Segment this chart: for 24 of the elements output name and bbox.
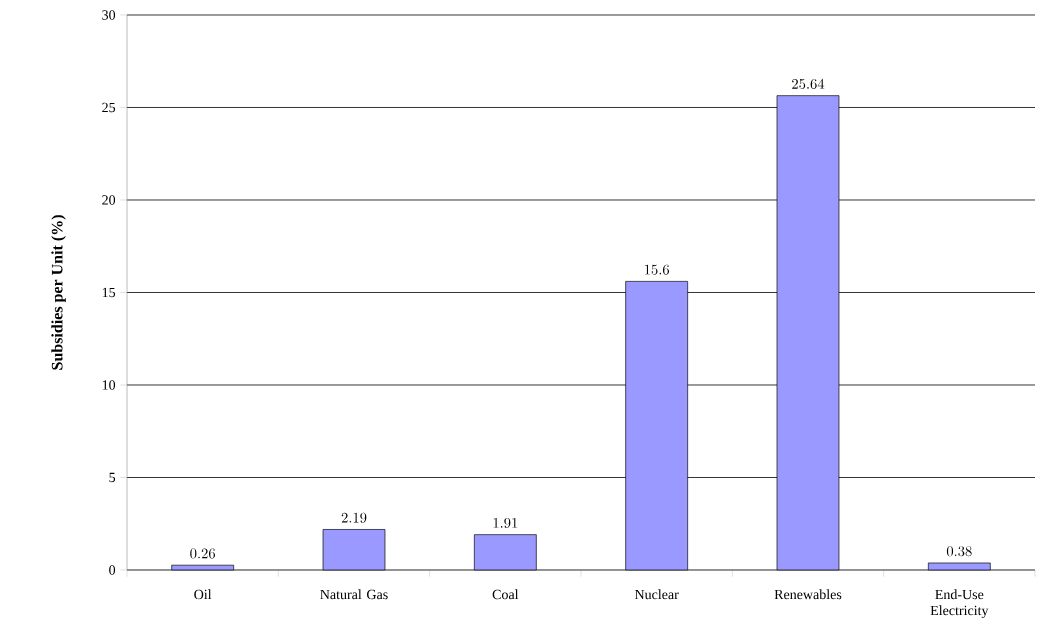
data-label: 1 .91 [493, 517, 518, 528]
y-tick-label: 20 [102, 195, 116, 205]
data-label: 0.38 [946, 546, 972, 557]
data-label: 0.26 [190, 548, 216, 559]
x-tick-label: End-Use Electricity [930, 589, 989, 619]
x-tick-label: Renewables [774, 589, 842, 600]
x-tick-label: Oil [194, 589, 212, 600]
x-tick-label: Nuclear [634, 589, 679, 600]
data-label: 2. 19 [341, 512, 367, 523]
data-label: 25.64 [792, 78, 825, 89]
bar [927, 562, 991, 571]
x-tick-label: Natural Gas [320, 589, 388, 600]
y-tick-label: 30 [102, 10, 116, 20]
y-tick-label: 5 [109, 472, 116, 483]
bar [473, 534, 537, 571]
y-axis-title: Subsidies per Unit (%) [51, 215, 66, 370]
y-tick-label: 25 [102, 102, 116, 113]
y-tick-label: 10 [102, 380, 116, 390]
y-tick-label: 0 [109, 565, 116, 575]
bar [322, 529, 386, 571]
x-tick-label: Coal [492, 589, 519, 600]
data-label: 15.6 [644, 264, 670, 275]
bar [171, 564, 235, 571]
y-tick-label: 15 [102, 287, 116, 298]
